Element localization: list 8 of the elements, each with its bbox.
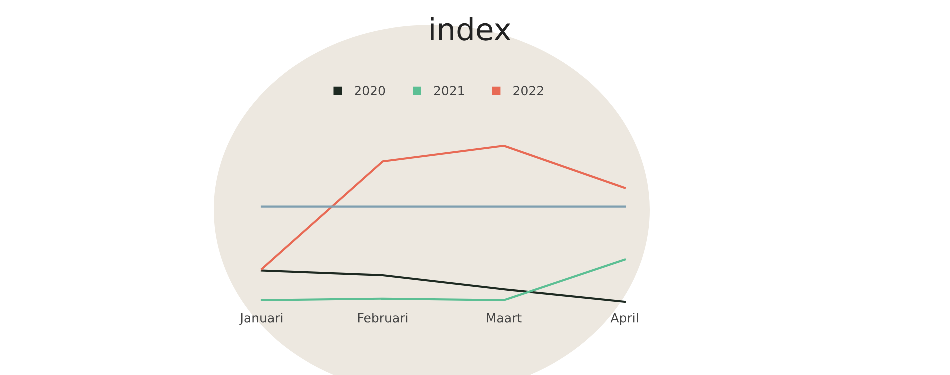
x-tick-label: April xyxy=(610,313,638,326)
chart-title: index xyxy=(431,17,511,41)
x-tick-label: Maart xyxy=(487,313,522,323)
x-tick-label: Februari xyxy=(358,313,408,323)
legend-label: 2020 xyxy=(355,86,386,96)
legend-label: 2022 xyxy=(514,86,544,96)
x-tick-label: Januari xyxy=(240,313,283,326)
legend-label: 2021 xyxy=(434,86,464,96)
